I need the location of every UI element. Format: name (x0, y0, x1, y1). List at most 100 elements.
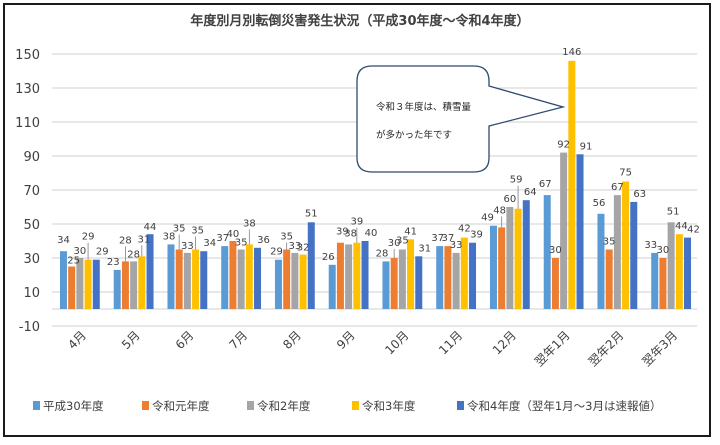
bar (291, 252, 299, 309)
bar (390, 258, 398, 309)
data-label: 38 (243, 218, 256, 229)
data-label: 44 (144, 222, 157, 233)
data-label: 29 (96, 247, 109, 258)
bar (130, 261, 138, 309)
data-label: 35 (603, 237, 616, 248)
y-tick-label: 150 (15, 48, 40, 63)
bar (121, 261, 129, 309)
y-tick-label: 30 (23, 252, 40, 267)
data-label: 39 (350, 217, 363, 228)
chart-title: 年度別月別転倒災害発生状況（平成30年度～令和4年度） (190, 13, 529, 29)
data-label: 59 (510, 175, 523, 186)
bar (684, 237, 692, 309)
data-label: 42 (458, 224, 471, 235)
y-tick-label: 10 (23, 286, 40, 301)
bar (498, 227, 506, 309)
callout-text: 令和３年度は、積雪量 (376, 101, 472, 113)
data-label: 37 (442, 233, 455, 244)
legend: 平成30年度 令和元年度 令和2年度 令和3年度 令和4年度（翌年1月～3月は速報値） (33, 399, 661, 413)
data-label: 30 (74, 246, 87, 257)
bar (192, 249, 200, 309)
bar (237, 249, 245, 309)
bar (138, 256, 146, 309)
bar (522, 200, 530, 309)
data-label: 28 (376, 248, 389, 259)
data-label: 63 (633, 189, 646, 200)
bar (299, 254, 307, 309)
x-tick-label: 翌年1月 (532, 328, 573, 369)
x-tick-label: 6月 (173, 328, 197, 352)
x-tick-label: 7月 (226, 328, 250, 352)
data-label: 37 (216, 233, 229, 244)
data-label: 67 (539, 179, 552, 190)
y-axis: -10 10 30 50 70 90 110 130 150 (15, 48, 40, 335)
data-label: 56 (593, 198, 606, 209)
legend-item: 令和元年度 (142, 399, 210, 413)
bar (382, 261, 390, 309)
bar (68, 266, 76, 309)
callout-text: が多かった年です (376, 129, 452, 141)
legend-swatch (247, 401, 254, 410)
bar (336, 242, 344, 309)
data-label: 28 (127, 249, 140, 260)
bar (328, 264, 336, 309)
bar (361, 241, 369, 309)
y-tick-label: 110 (15, 116, 40, 131)
x-tick-label: 5月 (119, 328, 143, 352)
bar (283, 249, 291, 309)
x-tick-label: 9月 (334, 328, 358, 352)
bar (605, 249, 613, 309)
data-label: 29 (82, 232, 95, 243)
data-label: 64 (524, 187, 537, 198)
bar (200, 251, 208, 309)
y-tick-label: -10 (19, 320, 40, 335)
data-label: 42 (687, 225, 700, 236)
bar (175, 249, 183, 309)
data-label: 92 (557, 140, 570, 151)
bar (543, 195, 551, 309)
data-label: 31 (137, 234, 150, 245)
callout-bubble (356, 65, 566, 173)
bar (622, 181, 630, 309)
data-label: 29 (270, 247, 283, 258)
bar (551, 258, 559, 309)
data-label: 91 (580, 141, 593, 152)
data-label: 39 (336, 227, 349, 238)
x-tick-label: 8月 (280, 328, 304, 352)
data-label: 33 (289, 241, 302, 252)
legend-item: 令和2年度 (247, 399, 311, 413)
x-tick-label: 4月 (65, 328, 89, 352)
data-label: 26 (322, 252, 335, 263)
data-label: 40 (227, 229, 240, 240)
data-label: 37 (431, 233, 444, 244)
y-tick-label: 130 (15, 82, 40, 97)
bar (568, 60, 576, 309)
data-label: 25 (67, 256, 80, 267)
data-label: 23 (107, 257, 120, 268)
bar (659, 258, 667, 309)
data-label: 30 (388, 238, 401, 249)
bar (146, 234, 154, 309)
bar (221, 246, 229, 309)
y-tick-label: 50 (23, 218, 40, 233)
bar (444, 246, 452, 309)
bars (59, 60, 692, 309)
gridlines (52, 53, 697, 327)
legend-label: 令和2年度 (257, 399, 311, 413)
bar (436, 246, 444, 309)
bar (613, 195, 621, 309)
data-label: 28 (119, 235, 132, 246)
bar (576, 154, 584, 309)
data-label: 36 (257, 235, 270, 246)
bar (460, 237, 468, 309)
legend-item: 平成30年度 (33, 399, 104, 413)
data-label: 34 (203, 238, 216, 249)
data-label: 33 (644, 240, 657, 251)
data-label: 35 (396, 236, 409, 247)
data-label: 75 (619, 168, 632, 179)
data-label: 35 (280, 232, 293, 243)
bar (597, 213, 605, 309)
data-label: 33 (181, 241, 194, 252)
x-tick-label: 翌年3月 (639, 328, 680, 369)
